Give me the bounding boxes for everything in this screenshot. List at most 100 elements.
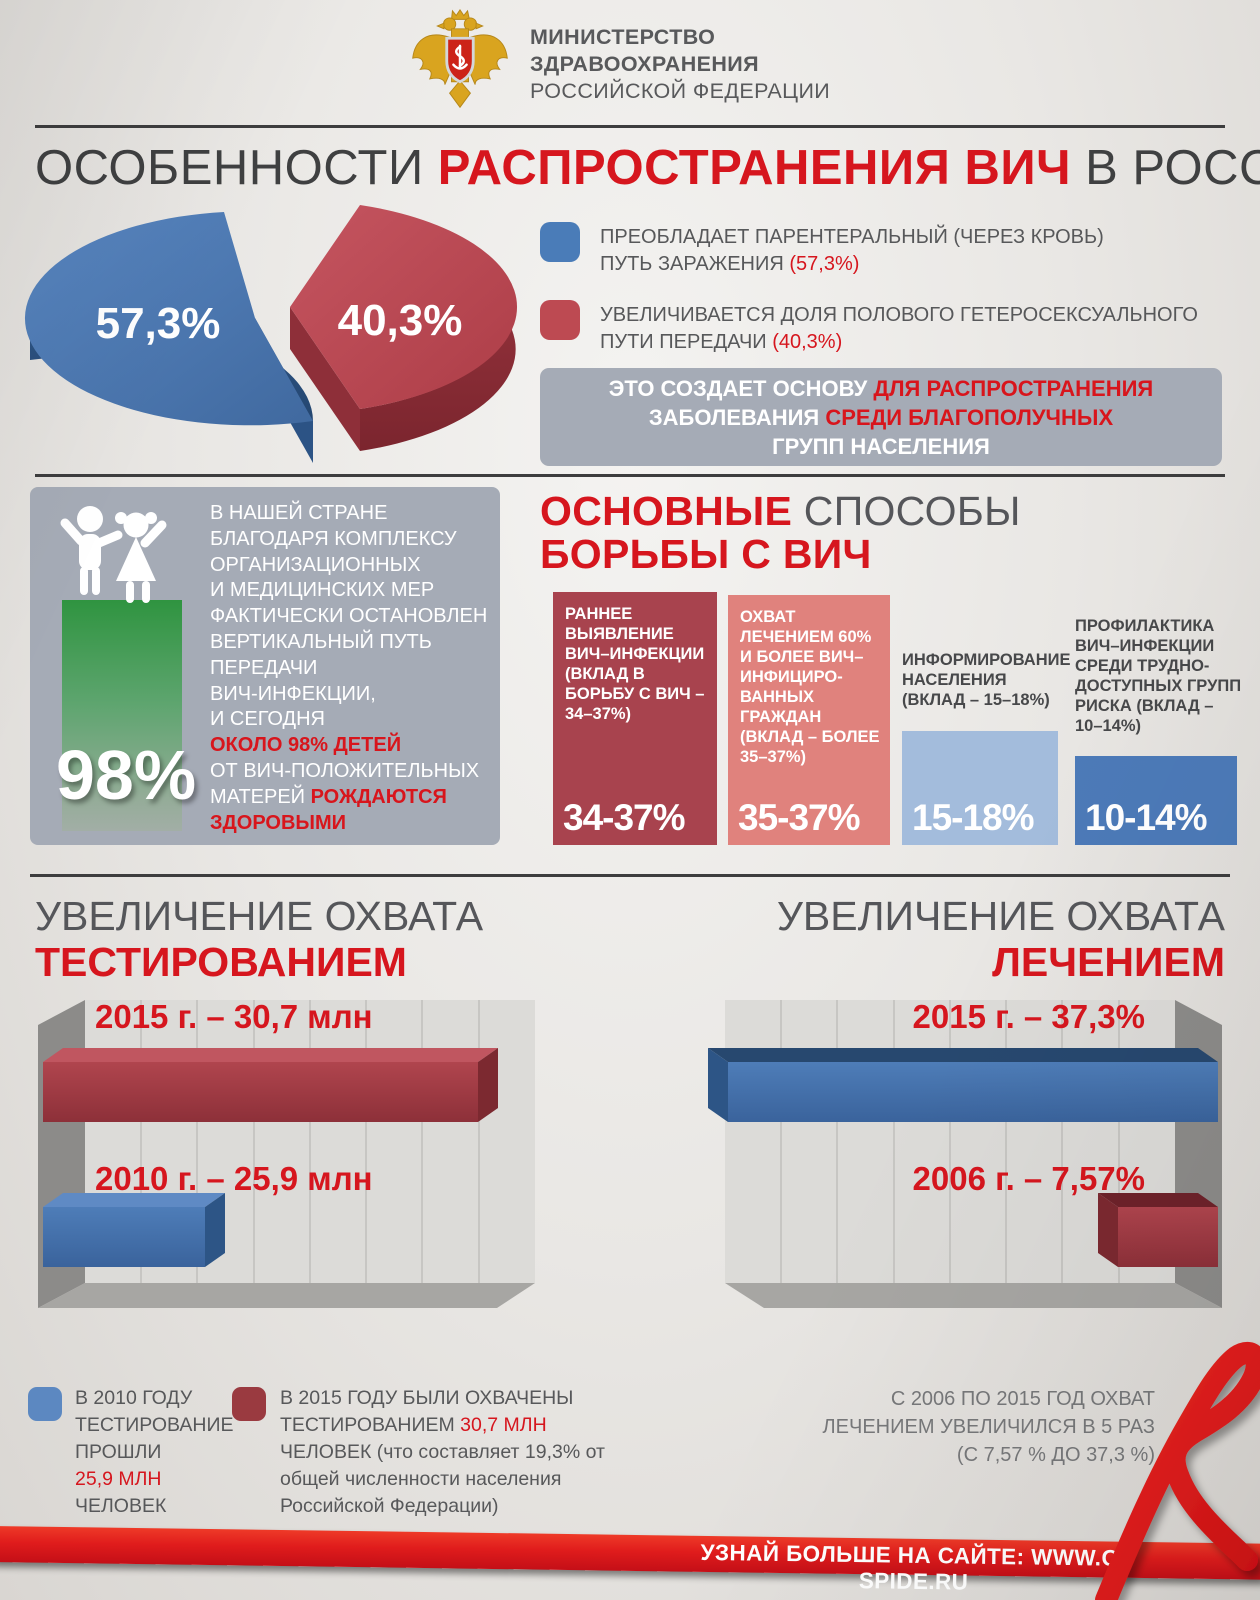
legend2-line1: УВЕЛИЧИВАЕТСЯ ДОЛЯ ПОЛОВОГО ГЕТЕРОСЕКСУА…: [600, 304, 1198, 326]
treatment-bar-2006: [1098, 1193, 1218, 1267]
kids-line: В НАШЕЙ СТРАНЕ: [210, 502, 388, 524]
percent-98: 98%: [56, 736, 197, 814]
treatment-2015-label: 2015 г. – 37,3%: [913, 998, 1145, 1035]
testing-bar-2015: [43, 1048, 498, 1122]
kids-line: ФАКТИЧЕСКИ ОСТАНОВЛЕН: [210, 605, 488, 628]
note-l1b: ДЛЯ РАСПРОСТРАНЕНИЯ: [873, 375, 1154, 401]
footer-legend1-line: ПРОШЛИ: [75, 1441, 162, 1463]
footer-legend2-c: ЧЕЛОВЕК (что составляет 19,3% от общей ч…: [280, 1441, 605, 1517]
note-l3: ГРУПП НАСЕЛЕНИЯ: [772, 433, 990, 459]
chart-floor: [38, 1283, 535, 1308]
testing-bar-2010: [43, 1193, 225, 1267]
treatment-bar-2015: [708, 1048, 1218, 1122]
method-bar-treatment-coverage: ОХВАТ ЛЕЧЕНИЕМ 60% И БОЛЕЕ ВИЧ–ИНФИЦИРО­…: [728, 595, 890, 845]
legend2-line2-text: ПУТИ ПЕРЕДАЧИ: [600, 331, 773, 353]
method-bar2-value: 35-37%: [738, 797, 861, 838]
kids-line: ОРГАНИЗАЦИОННЫХ: [210, 553, 421, 576]
kids-line: И МЕДИЦИНСКИХ МЕР: [210, 579, 435, 602]
footer-right-line: (С 7,57 % ДО 37,3 %): [956, 1444, 1155, 1466]
method-bar3-label: ИНФОРМИРОВАНИЕ НАСЕЛЕНИЯ (ВКЛАД – 15–18%…: [902, 651, 1071, 709]
legend1-line1: ПРЕОБЛАДАЕТ ПАРЕНТЕРАЛЬНЫЙ (ЧЕРЕЗ КРОВЬ): [600, 226, 1104, 248]
footer-legend2-a: В 2015 ГОДУ БЫЛИ ОХВАЧЕНЫ ТЕСТИРОВАНИЕМ: [280, 1387, 574, 1436]
footer-legend1-line: ТЕСТИРОВАНИЕ: [75, 1414, 234, 1436]
method-bar3-value: 15-18%: [912, 797, 1035, 838]
title-part3: В РОССИИ: [1085, 141, 1260, 195]
legend2-line2: ПУТИ ПЕРЕДАЧИ (40,3%): [600, 329, 1200, 356]
footer-legend1-red: 25,9 МЛН: [75, 1468, 162, 1490]
legend1-line2: ПУТЬ ЗАРАЖЕНИЯ (57,3%): [600, 251, 1160, 278]
children-stat-box: 98% В НАШЕЙ СТРАНЕ БЛАГОДАРЯ КОМПЛЕКСУ О…: [30, 487, 500, 845]
method-bar4-label: ПРОФИЛАКТИКА ВИЧ–ИНФЕКЦИИ СРЕДИ ТРУДНО-Д…: [1075, 617, 1242, 735]
note-l2a: ЗАБОЛЕВАНИЯ: [648, 404, 826, 430]
kids-line: ВЕРТИКАЛЬНЫЙ ПУТЬ: [210, 630, 432, 653]
children-icon: [60, 506, 167, 603]
note-box: ЭТО СОЗДАЕТ ОСНОВУ ДЛЯ РАСПРОСТРАНЕНИЯ З…: [540, 368, 1222, 466]
method-bar1-label: РАННЕЕ ВЫЯВЛЕНИЕ ВИЧ–ИНФЕКЦИИ (ВКЛАД В Б…: [565, 605, 705, 723]
pie-blue-value: 57,3%: [96, 299, 221, 348]
footer-right-line: С 2006 ПО 2015 ГОД ОХВАТ: [890, 1388, 1155, 1410]
grid-lines: [140, 1000, 480, 1283]
legend2-value: (40,3%): [772, 331, 843, 353]
footer-legend2-value: 30,7 МЛН: [460, 1414, 547, 1436]
note-l1a: ЭТО СОЗДАЕТ ОСНОВУ: [608, 375, 874, 401]
pie-red-slice: [290, 205, 518, 451]
testing-chart-title: УВЕЛИЧЕНИЕ ОХВАТА ТЕСТИРОВАНИЕМ: [35, 893, 483, 985]
aids-ribbon-icon: [1095, 1342, 1260, 1600]
divider-middle: [35, 474, 1225, 477]
footer-swatch-blue: [28, 1387, 62, 1421]
method-bar-prevention: 10-14%: [1075, 756, 1237, 845]
kids-line-part: МАТЕРЕЙ: [210, 785, 311, 808]
kids-red-line: ОКОЛО 98% ДЕТЕЙ: [210, 734, 402, 757]
method-bar4-value: 10-14%: [1085, 797, 1208, 838]
ministry-emblem-icon: [412, 9, 508, 109]
kids-red-part: РОЖДАЮТСЯ: [310, 785, 447, 808]
title-part1: ОСОБЕННОСТИ: [35, 141, 438, 195]
footer-legend1-line: В 2010 ГОДУ: [75, 1387, 193, 1409]
testing-2015-label: 2015 г. – 30,7 млн: [95, 998, 373, 1035]
testing-title2: ТЕСТИРОВАНИЕМ: [35, 939, 407, 985]
pie-red-value: 40,3%: [338, 296, 463, 345]
legend-item-heterosexual: УВЕЛИЧИВАЕТСЯ ДОЛЯ ПОЛОВОГО ГЕТЕРОСЕКСУА…: [600, 302, 1200, 356]
method-bar2-label: ОХВАТ ЛЕЧЕНИЕМ 60% И БОЛЕЕ ВИЧ–ИНФИЦИРО­…: [740, 608, 880, 766]
method-bar-early-detection: РАННЕЕ ВЫЯВЛЕНИЕ ВИЧ–ИНФЕКЦИИ (ВКЛАД В Б…: [553, 592, 717, 845]
testing-2010-label: 2010 г. – 25,9 млн: [95, 1160, 373, 1197]
divider-bottom: [30, 874, 1230, 877]
method-bar-informing: 15-18%: [902, 731, 1058, 845]
divider-top: [35, 125, 1225, 128]
legend1-line2-text: ПУТЬ ЗАРАЖЕНИЯ: [600, 253, 790, 275]
treatment-title2: ЛЕЧЕНИЕМ: [992, 939, 1225, 985]
testing-chart-canvas: 2015 г. – 30,7 млн 2010 г. – 25,9 млн: [38, 998, 535, 1308]
footer-treatment-note: С 2006 ПО 2015 ГОД ОХВАТ ЛЕЧЕНИЕМ УВЕЛИЧ…: [700, 1385, 1155, 1469]
treatment-chart-canvas: 2015 г. – 37,3% 2006 г. – 7,57%: [708, 998, 1222, 1308]
ministry-line3: РОССИЙСКОЙ ФЕДЕРАЦИИ: [530, 79, 831, 103]
footer-right-line: ЛЕЧЕНИЕМ УВЕЛИЧИЛСЯ В 5 РАЗ: [822, 1416, 1155, 1438]
chart-floor: [725, 1283, 1222, 1308]
footer-legend-2010: В 2010 ГОДУ ТЕСТИРОВАНИЕ ПРОШЛИ 25,9 МЛН…: [75, 1385, 240, 1520]
footer-legend1-line: ЧЕЛОВЕК: [75, 1495, 167, 1517]
legend-swatch-red: [540, 300, 580, 340]
kids-line: ОТ ВИЧ-ПОЛОЖИТЕЛЬНЫХ: [210, 759, 480, 782]
transmission-pie-chart: 57,3% 40,3%: [24, 205, 518, 463]
legend1-value: (57,3%): [789, 253, 860, 275]
title-part2: РАСПРОСТРАНЕНИЯ ВИЧ: [437, 141, 1071, 195]
methods-title: ОСНОВНЫЕ СПОСОБЫ БОРЬБЫ С ВИЧ: [540, 490, 1021, 576]
kids-red-line: ЗДОРОВЫМИ: [210, 811, 347, 834]
method-bar1-value: 34-37%: [563, 797, 686, 838]
kids-line-mixed: МАТЕРЕЙ РОЖДАЮТСЯ: [210, 785, 495, 811]
treatment-2006-label: 2006 г. – 7,57%: [913, 1160, 1145, 1197]
kids-line: ПЕРЕДАЧИ: [210, 656, 318, 679]
children-text: В НАШЕЙ СТРАНЕ БЛАГОДАРЯ КОМПЛЕКСУ ОРГАН…: [210, 501, 495, 836]
testing-title1: УВЕЛИЧЕНИЕ ОХВАТА: [35, 893, 484, 939]
kids-line: БЛАГОДАРЯ КОМПЛЕКСУ: [210, 527, 457, 550]
ministry-name: МИНИСТЕРСТВО ЗДРАВООХРАНЕНИЯ РОССИЙСКОЙ …: [530, 24, 830, 105]
kids-line: ВИЧ-ИНФЕКЦИИ,: [210, 682, 376, 705]
methods-title3: БОРЬБЫ С ВИЧ: [540, 531, 872, 577]
treatment-chart-title: УВЕЛИЧЕНИЕ ОХВАТА ЛЕЧЕНИЕМ: [777, 893, 1225, 985]
treatment-title1: УВЕЛИЧЕНИЕ ОХВАТА: [776, 893, 1225, 939]
footer-swatch-red: [232, 1387, 266, 1421]
green-bar: [62, 600, 182, 831]
methods-title2: СПОСОБЫ: [792, 488, 1021, 534]
kids-line: И СЕГОДНЯ: [210, 708, 325, 731]
footer-legend-2015: В 2015 ГОДУ БЫЛИ ОХВАЧЕНЫ ТЕСТИРОВАНИЕМ …: [280, 1385, 642, 1520]
note-l2b: СРЕДИ БЛАГОПОЛУЧНЫХ: [825, 404, 1114, 430]
